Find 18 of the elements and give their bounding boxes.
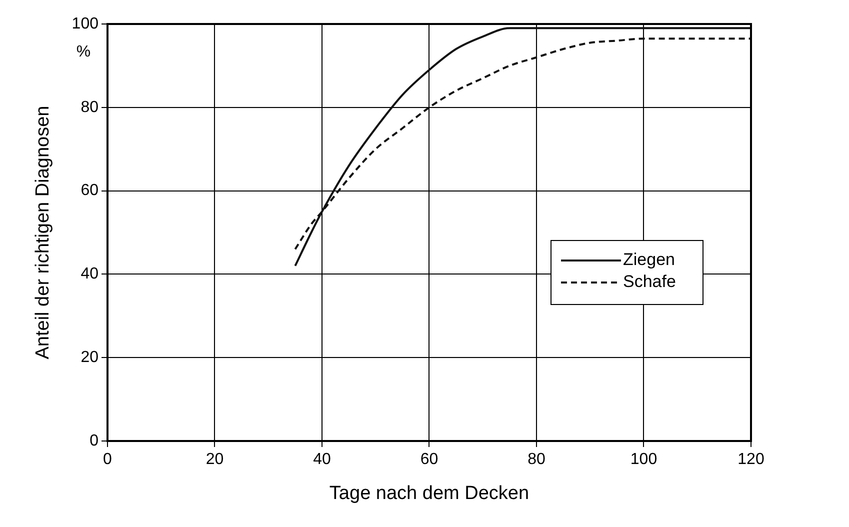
y-tick-label: 60 [80, 182, 99, 200]
legend-label: Schafe [623, 272, 676, 292]
y-tick-label: 40 [80, 266, 99, 283]
y-tick-label: 100 [72, 15, 99, 32]
text: % [76, 43, 91, 60]
y-tick-label: 20 [80, 349, 99, 366]
y-axis-title: Anteil der richtigen Diagnosen [32, 106, 54, 360]
x-tick-label: 120 [738, 451, 764, 468]
y-tick-label: 0 [90, 432, 99, 450]
x-tick-label: 80 [528, 451, 546, 468]
x-tick-label: 40 [313, 451, 331, 468]
x-tick-label: 100 [630, 451, 658, 468]
x-axis-title: Tage nach dem Decken [329, 482, 530, 504]
legend-label: Ziegen [623, 250, 675, 270]
x-tick-label: 0 [103, 451, 112, 468]
x-tick-label: 20 [206, 451, 224, 468]
x-tick-label: 60 [420, 451, 438, 468]
y-tick-label: 80 [80, 98, 99, 116]
